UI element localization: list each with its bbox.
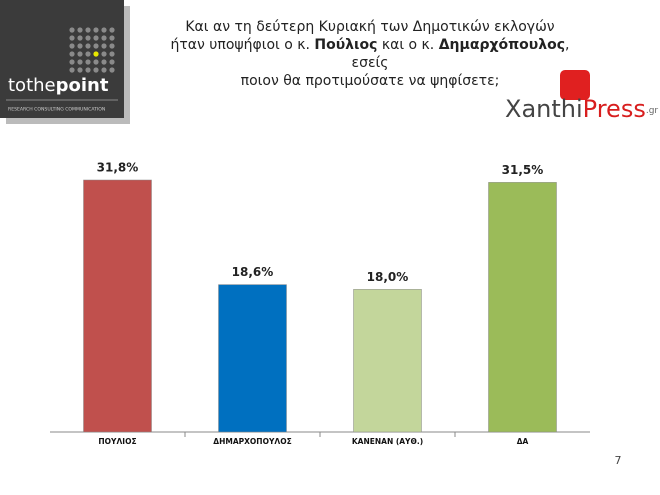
logo-name: tothepoint bbox=[8, 75, 109, 96]
logo-part: point bbox=[56, 75, 109, 96]
logo-dot bbox=[101, 43, 107, 49]
logo-dots bbox=[69, 27, 115, 73]
title-text: ποιον θα προτιμούσατε να ψηφίσετε; bbox=[240, 73, 500, 89]
x-tick-label: ΚΑΝΕΝΑΝ (ΑΥΘ.) bbox=[352, 437, 423, 446]
logo-dot bbox=[109, 43, 115, 49]
logo-dot bbox=[109, 59, 115, 65]
logo-part: tothe bbox=[8, 75, 56, 96]
partner-part: Xanthi bbox=[505, 95, 583, 123]
logo-dot bbox=[85, 59, 91, 65]
logo-dot bbox=[77, 35, 83, 41]
logo-dot bbox=[69, 59, 75, 65]
title-bold: Δημαρχόπουλος bbox=[438, 37, 566, 53]
logo-dot bbox=[93, 67, 99, 73]
logo-dot bbox=[93, 35, 99, 41]
logo-dot bbox=[77, 43, 83, 49]
partner-icon bbox=[560, 70, 590, 100]
title-line: Και αν τη δεύτερη Κυριακή των Δημοτικών … bbox=[150, 18, 590, 36]
logo-dot bbox=[101, 59, 107, 65]
logo-dot bbox=[101, 27, 107, 33]
title-text: , εσείς bbox=[351, 37, 570, 71]
logo-dot bbox=[69, 43, 75, 49]
logo-dot bbox=[85, 51, 91, 57]
partner-part: .gr bbox=[646, 106, 659, 116]
title-text: Και αν τη δεύτερη Κυριακή των Δημοτικών … bbox=[185, 19, 555, 35]
logo-dot bbox=[109, 35, 115, 41]
logo-dot bbox=[109, 27, 115, 33]
logo-dot bbox=[101, 67, 107, 73]
logo-dot bbox=[85, 35, 91, 41]
title-text: ήταν υποψήφιοι ο κ. bbox=[170, 37, 315, 53]
logo-dot bbox=[69, 51, 75, 57]
logo-dot bbox=[77, 51, 83, 57]
x-tick-label: ΔΑ bbox=[517, 437, 529, 446]
bar bbox=[488, 182, 557, 433]
value-label: 18,6% bbox=[232, 265, 274, 279]
logo-dot bbox=[93, 27, 99, 33]
logo-dot bbox=[93, 59, 99, 65]
logo-dot bbox=[101, 35, 107, 41]
logo-dot bbox=[77, 59, 83, 65]
title-text: και ο κ. bbox=[377, 37, 439, 53]
logo-dot bbox=[85, 67, 91, 73]
logo-dot bbox=[85, 27, 91, 33]
bar bbox=[83, 179, 152, 433]
bar bbox=[218, 284, 287, 433]
page-number: 7 bbox=[615, 454, 622, 467]
logo-dot bbox=[85, 43, 91, 49]
bar bbox=[353, 289, 422, 433]
partner-logo: XanthiPress.gr bbox=[505, 95, 658, 123]
logo-dot bbox=[69, 27, 75, 33]
value-label: 18,0% bbox=[367, 270, 409, 284]
title-line: ήταν υποψήφιοι ο κ. Πούλιος και ο κ. Δημ… bbox=[150, 36, 590, 72]
logo-dot bbox=[93, 51, 99, 57]
logo-dot bbox=[93, 43, 99, 49]
title-line: ποιον θα προτιμούσατε να ψηφίσετε; bbox=[150, 72, 590, 90]
logo-dot bbox=[69, 35, 75, 41]
logo-dot bbox=[101, 51, 107, 57]
value-label: 31,5% bbox=[502, 163, 544, 177]
partner-part: Press bbox=[583, 95, 646, 123]
logo-dot bbox=[77, 67, 83, 73]
x-tick-label: ΔΗΜΑΡΧΟΠΟΥΛΟΣ bbox=[213, 437, 291, 446]
x-tick-label: ΠΟΥΛΙΟΣ bbox=[98, 437, 136, 446]
logo-dot bbox=[69, 67, 75, 73]
logo-box bbox=[0, 0, 124, 118]
value-label: 31,8% bbox=[97, 161, 139, 175]
logo-dot bbox=[109, 51, 115, 57]
title-bold: Πούλιος bbox=[314, 37, 378, 53]
slide-title: Και αν τη δεύτερη Κυριακή των Δημοτικών … bbox=[150, 18, 590, 90]
logo-tagline: RESEARCH CONSULTING COMMUNICATION bbox=[8, 107, 105, 113]
logo-dot bbox=[77, 27, 83, 33]
logo-dot bbox=[109, 67, 115, 73]
